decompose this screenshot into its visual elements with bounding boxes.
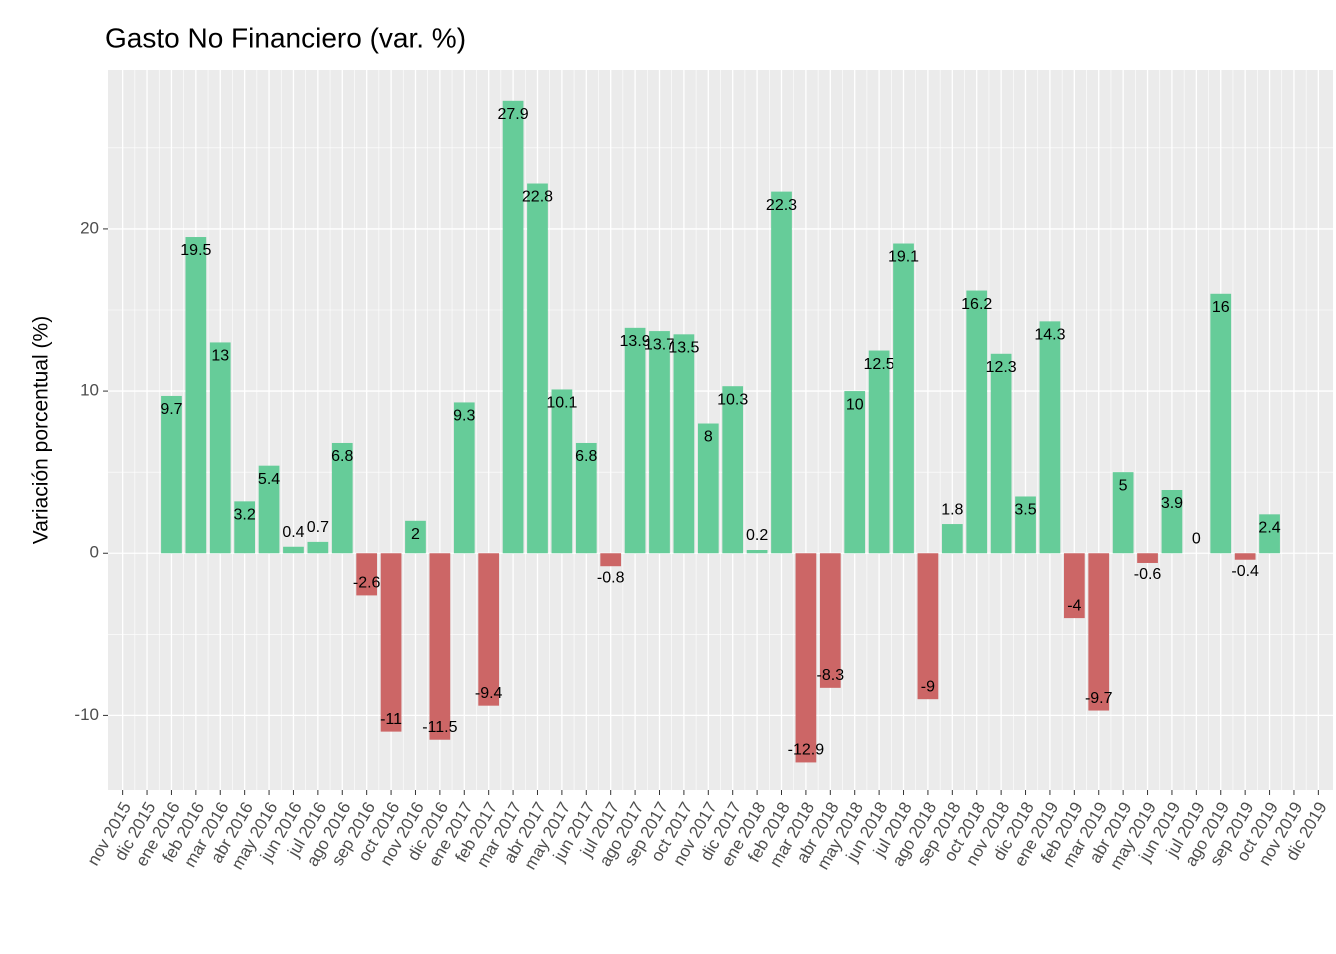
bar [551,389,573,554]
data-label: 10.1 [546,395,577,412]
data-label: -9.4 [475,685,503,702]
bar [844,391,866,554]
data-label: -0.4 [1231,563,1259,580]
bar [429,553,451,740]
data-label: 6.8 [575,448,597,465]
data-label: 2.4 [1258,520,1280,537]
bar [161,395,182,554]
bar [527,183,548,554]
bar [697,423,719,554]
bar [1259,514,1280,554]
bar [1015,496,1036,554]
bar [283,546,304,554]
data-label: -2.6 [353,575,381,592]
data-label: 10.3 [717,391,748,408]
data-label: -0.6 [1134,566,1162,583]
bar [746,550,768,554]
data-label: 5 [1119,477,1128,494]
bar [771,191,792,554]
bar [1063,553,1085,619]
y-tick-label: 20 [80,218,99,237]
bar [209,342,231,554]
data-label: 13.9 [620,333,651,350]
data-label: -4 [1067,597,1081,614]
bar [673,334,695,554]
bar [649,331,670,554]
bar [966,290,988,554]
data-label: 9.3 [453,408,475,425]
data-label: -9 [921,678,935,695]
bar [1039,321,1061,554]
data-label: 19.1 [888,249,919,266]
data-label: 5.4 [258,471,280,488]
bar [1112,472,1134,554]
data-label: -8.3 [817,667,845,684]
data-label: 2 [411,526,420,543]
data-label: 22.3 [766,197,797,214]
bar [868,350,890,554]
data-label: 12.5 [864,356,895,373]
bar [185,237,207,554]
y-tick-label: 0 [90,543,99,562]
data-label: 27.9 [498,106,529,123]
bar [1210,293,1232,554]
data-label: 13.7 [644,336,675,353]
bar [1234,553,1256,560]
bar [258,465,280,554]
data-label: -0.8 [597,569,625,586]
bar [478,553,500,706]
bar [917,553,939,700]
data-label: -9.7 [1085,690,1113,707]
data-label: 0.2 [746,527,768,544]
y-tick-label: -10 [74,705,99,724]
bar [1137,553,1158,563]
data-label: -12.9 [788,742,825,759]
bar [234,501,256,554]
data-label: 6.8 [331,448,353,465]
data-label: 16.2 [961,296,992,313]
bar [356,553,378,596]
bar [380,553,402,732]
bar [893,243,914,554]
data-label: 10 [846,396,864,413]
bar [502,100,524,554]
bar [795,553,817,763]
bar [307,541,329,554]
bar [624,327,646,554]
data-label: 8 [704,429,713,446]
data-label: 1.8 [941,501,963,518]
data-label: 3.5 [1014,502,1036,519]
data-label: 13.5 [668,340,699,357]
y-tick-label: 10 [80,381,99,400]
bar [1088,553,1110,711]
bar [1161,490,1183,554]
data-label: 9.7 [160,401,182,418]
bar [405,520,426,554]
y-axis-label: Variación porcentual (%) [30,316,53,544]
bar [722,386,744,554]
bar [819,553,841,688]
bar [453,402,475,554]
data-label: 0.7 [307,519,329,536]
bar [331,442,353,554]
data-label: -11.5 [422,719,457,736]
data-label: 0.4 [282,524,304,541]
data-label: 22.8 [522,189,553,206]
bar [990,353,1012,554]
data-label: 16 [1212,299,1230,316]
data-label: 19.5 [180,242,211,259]
bar [941,524,963,554]
bar [600,553,622,567]
data-label: 12.3 [986,359,1017,376]
data-label: -11 [380,711,402,728]
data-label: 3.9 [1161,495,1183,512]
data-label: 3.2 [234,507,256,524]
data-label: 13 [211,348,229,365]
data-label: 0 [1192,530,1201,547]
chart-title: Gasto No Financiero (var. %) [105,22,466,53]
bar [575,442,597,554]
data-label: 14.3 [1034,327,1065,344]
